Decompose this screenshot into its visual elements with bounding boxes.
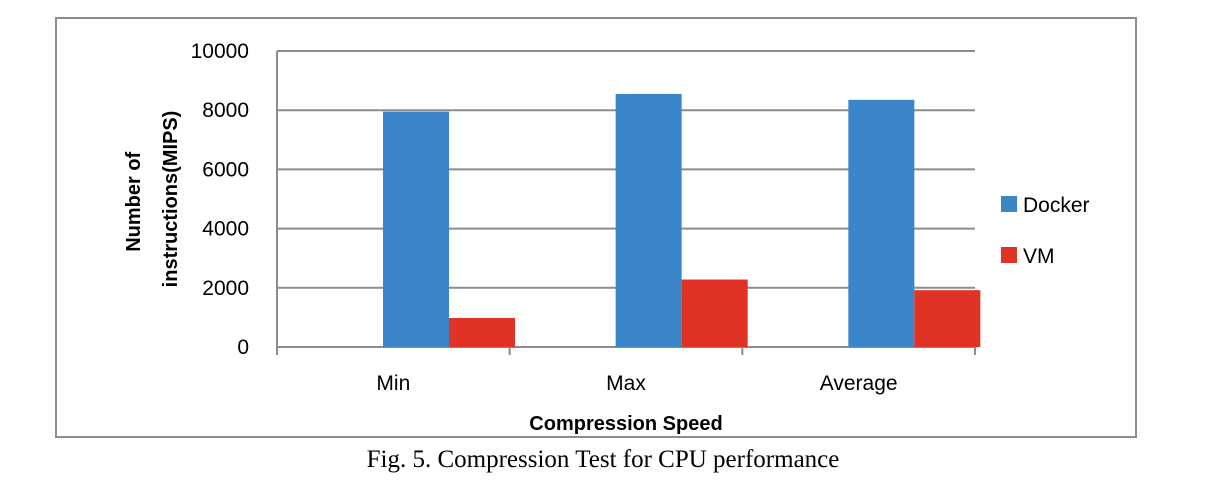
figure-caption: Fig. 5. Compression Test for CPU perform… [366, 446, 840, 473]
y-tick-label: 2000 [202, 277, 249, 300]
x-category-labels: Min Max Average [376, 372, 897, 395]
bar-vm-min [449, 317, 515, 347]
y-axis-title-line-1: Number of [123, 151, 145, 251]
bar-docker-average [848, 99, 915, 347]
y-tick-label: 8000 [202, 99, 249, 122]
legend: Docker VM [1001, 194, 1090, 268]
bar-chart: 0 2000 4000 6000 8000 10000 Min Max Average Com… [123, 40, 1090, 435]
y-tick-labels: 0 2000 4000 6000 8000 10000 [191, 40, 249, 359]
bar-docker-max [615, 93, 682, 347]
legend-swatch-docker [1001, 196, 1017, 212]
bars [383, 93, 981, 348]
legend-swatch-vm [1001, 247, 1017, 263]
x-axis-title: Compression Speed [529, 413, 722, 435]
y-tick-label: 6000 [202, 158, 249, 181]
legend-label-docker: Docker [1023, 194, 1090, 217]
y-axis-title-line-2: instructions(MIPS) [160, 111, 182, 288]
legend-label-vm: VM [1023, 245, 1055, 268]
x-category-label: Max [606, 372, 646, 395]
y-tick-label: 4000 [202, 218, 249, 241]
x-category-label: Average [820, 372, 898, 395]
bar-vm-max [681, 279, 748, 347]
y-axis-title: Number of instructions(MIPS) [123, 111, 182, 288]
y-tick-label: 0 [237, 336, 249, 359]
chart-frame: 0 2000 4000 6000 8000 10000 Min Max Average Com… [55, 17, 1137, 438]
y-tick-label: 10000 [191, 40, 249, 63]
x-category-label: Min [376, 372, 410, 395]
bar-vm-average [914, 290, 981, 347]
bar-docker-min [383, 111, 449, 348]
